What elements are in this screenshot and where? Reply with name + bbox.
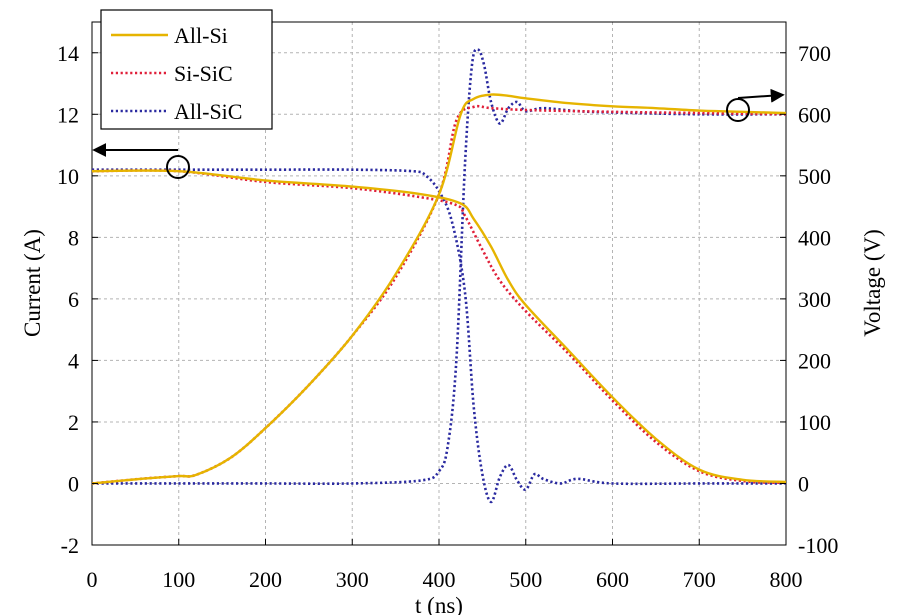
y-right-tick-label: 0 — [798, 471, 809, 496]
y-left-tick-label: 8 — [68, 225, 79, 250]
y-left-tick-label: 10 — [57, 164, 79, 189]
x-tick-label: 800 — [770, 567, 803, 592]
voltage-axis-annotation — [726, 88, 785, 122]
legend-box — [100, 9, 273, 130]
series-group — [92, 48, 786, 504]
current-curves-marker-circle — [166, 155, 190, 179]
x-tick-label: 0 — [87, 567, 98, 592]
legend-label-all-si: All-Si — [174, 23, 228, 48]
y-right-tick-label: 500 — [798, 164, 831, 189]
y-left-tick-label: -2 — [61, 533, 79, 558]
y-left-tick-label: 14 — [57, 41, 79, 66]
voltage-curves-marker-circle — [726, 98, 750, 122]
y-right-tick-label: 600 — [798, 102, 831, 127]
right-arrow-line — [737, 88, 785, 103]
series-line-all-si-current — [92, 169, 786, 484]
y-left-tick-label: 0 — [68, 471, 79, 496]
y-right-tick-label: 200 — [798, 348, 831, 373]
current-axis-annotation — [92, 143, 190, 179]
legend-label-si-sic: Si-SiC — [174, 61, 233, 86]
y-right-tick-label: 700 — [798, 41, 831, 66]
x-tick-label: 500 — [509, 567, 542, 592]
y-left-tick-label: 4 — [68, 348, 79, 373]
x-tick-label: 700 — [683, 567, 716, 592]
y-left-tick-label: 6 — [68, 287, 79, 312]
y-right-tick-label: 100 — [798, 410, 831, 435]
x-tick-label: 200 — [249, 567, 282, 592]
y-left-tick-label: 12 — [57, 102, 79, 127]
series-line-all-sic-current — [92, 168, 786, 504]
legend: All-Si Si-SiC All-SiC — [100, 9, 273, 130]
y-right-axis-title: Voltage (V) — [860, 229, 885, 337]
x-tick-label: 300 — [336, 567, 369, 592]
x-tick-label: 600 — [596, 567, 629, 592]
series-line-all-si-voltage — [92, 93, 786, 485]
y-right-tick-label: -100 — [798, 533, 838, 558]
y-right-tick-label: 300 — [798, 287, 831, 312]
series-line-si-sic-current — [92, 169, 786, 485]
series-line-all-sic-voltage — [92, 48, 786, 485]
x-tick-label: 400 — [423, 567, 456, 592]
legend-label-all-sic: All-SiC — [174, 99, 242, 124]
ticks: 0 100 200 300 400 500 600 700 800 -2 0 2 4 6 8 10 12 14 -1… — [57, 41, 838, 592]
y-left-tick-label: 2 — [68, 410, 79, 435]
y-right-tick-label: 400 — [798, 225, 831, 250]
x-tick-label: 100 — [162, 567, 195, 592]
y-left-axis-title: Current (A) — [20, 229, 45, 337]
x-axis-title: t (ns) — [415, 593, 463, 615]
